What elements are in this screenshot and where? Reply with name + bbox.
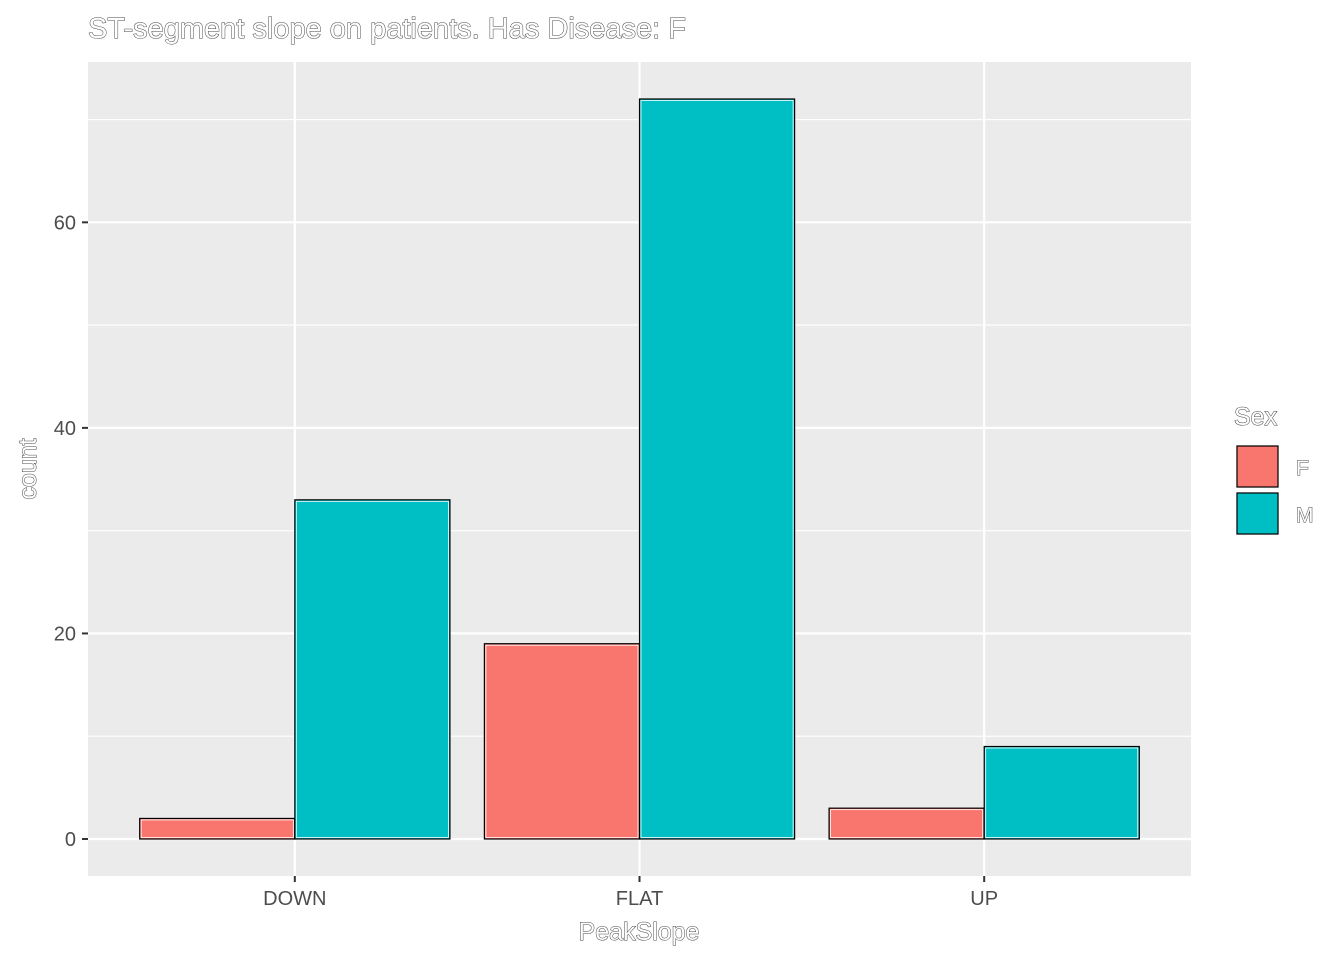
bar-M-DOWN [294,499,451,840]
bar-F-UP [828,807,985,840]
legend-swatch-F [1236,445,1279,488]
y-axis-title: count [14,438,42,499]
legend-title: Sex [1234,403,1278,431]
x-axis-title: PeakSlope [579,918,700,946]
bar-highlight [485,644,639,838]
legend-label-F: F [1296,457,1309,480]
legend: Sex F M [1234,403,1314,535]
bar-highlight [640,100,794,838]
bar-highlight [295,500,449,838]
y-tick-label: 60 [54,212,76,234]
y-tick-label: 20 [54,623,76,645]
bar-highlight [140,819,294,838]
y-tick-label: 40 [54,418,76,440]
bar-M-UP [983,745,1140,840]
chart-title: ST-segment slope on patients. Has Diseas… [88,13,686,45]
legend-label-M: M [1296,504,1314,527]
bar-F-DOWN [139,817,296,840]
bar-highlight [985,747,1139,838]
bar-M-FLAT [638,98,796,840]
legend-swatch-M [1236,492,1279,535]
axes: 0 20 40 60 DOWN FLAT UP [54,212,998,910]
y-tick-label: 0 [65,829,76,851]
x-tick-label: DOWN [263,888,326,910]
x-tick-label: UP [970,888,998,910]
bar-F-FLAT [483,643,641,840]
x-tick-label: FLAT [616,888,663,910]
bar-highlight [830,809,984,838]
bars [139,98,1140,840]
